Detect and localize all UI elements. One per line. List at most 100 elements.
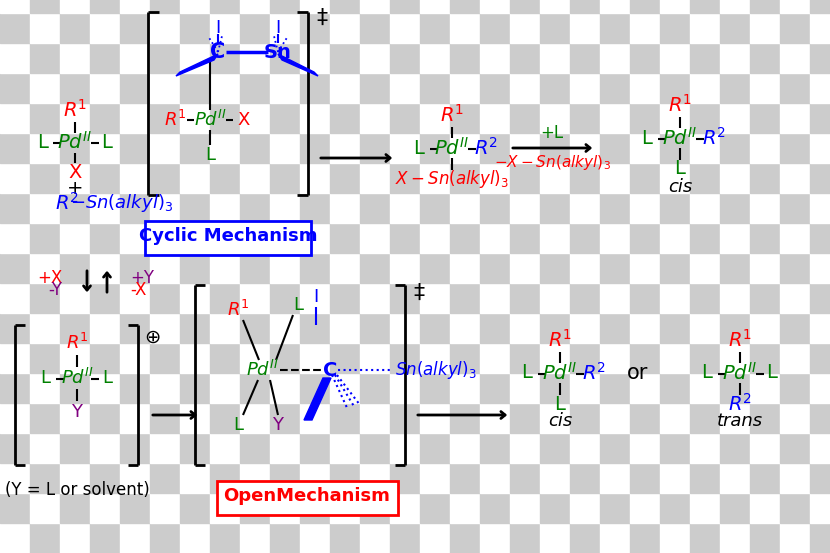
Bar [390,0,420,13]
Bar [570,73,600,103]
Bar [330,133,360,163]
Bar [360,133,390,163]
Bar [720,343,750,373]
Bar [780,193,810,223]
Bar [390,403,420,433]
Bar [570,43,600,73]
Text: cis: cis [668,178,692,196]
Bar [480,43,510,73]
Bar [600,133,630,163]
Bar [270,43,300,73]
Bar [360,283,390,313]
Bar [270,523,300,553]
Bar [270,253,300,283]
Bar [120,463,150,493]
Bar [600,253,630,283]
Bar [120,493,150,523]
Bar [630,253,660,283]
Bar [60,43,90,73]
Bar [480,403,510,433]
Bar [330,193,360,223]
Bar [120,43,150,73]
Bar [150,0,180,13]
Bar [540,343,570,373]
Bar [630,313,660,343]
Bar [390,43,420,73]
Bar [30,493,60,523]
Text: $\oplus$: $\oplus$ [144,327,160,347]
Text: $Pd^{II}$: $Pd^{II}$ [246,360,278,380]
Bar [810,373,830,403]
Bar [390,223,420,253]
Bar [90,343,120,373]
Bar [690,133,720,163]
Bar [210,163,240,193]
Text: $Pd^{II}$: $Pd^{II}$ [57,131,93,153]
Bar [750,103,780,133]
Text: -X: -X [130,281,146,299]
Bar [450,43,480,73]
Bar [810,0,830,13]
Bar [120,313,150,343]
Bar [570,133,600,163]
Bar [750,253,780,283]
Bar [780,343,810,373]
Bar [90,463,120,493]
Bar [540,13,570,43]
Text: $Sn(alkyl)_3$: $Sn(alkyl)_3$ [395,359,476,381]
Bar [270,313,300,343]
Text: +L: +L [540,124,564,142]
Bar [660,343,690,373]
Bar [180,343,210,373]
Bar [420,43,450,73]
Bar [630,433,660,463]
Bar [660,103,690,133]
Bar [810,163,830,193]
Bar [540,373,570,403]
Bar [810,343,830,373]
Bar [90,283,120,313]
Bar [90,313,120,343]
Bar [660,493,690,523]
Bar [540,0,570,13]
Bar [60,103,90,133]
Bar [60,253,90,283]
Bar [0,163,30,193]
Bar [60,433,90,463]
Text: L: L [40,369,50,387]
Bar [150,43,180,73]
Bar [480,193,510,223]
Bar [420,523,450,553]
Bar [210,103,240,133]
Bar [540,163,570,193]
Bar [660,193,690,223]
Bar [720,313,750,343]
Bar [330,13,360,43]
Bar [120,433,150,463]
Bar [90,103,120,133]
Bar [750,313,780,343]
Bar [150,283,180,313]
Bar [690,523,720,553]
Bar [330,223,360,253]
Text: +: + [66,179,83,197]
Bar [390,163,420,193]
Bar [720,223,750,253]
Bar [300,373,330,403]
Bar [90,13,120,43]
Bar [360,13,390,43]
Bar [420,253,450,283]
Bar [60,493,90,523]
Bar [90,133,120,163]
Bar [180,523,210,553]
Bar [660,313,690,343]
Text: +X: +X [37,269,62,287]
Bar [480,433,510,463]
Bar [240,13,270,43]
Bar [750,463,780,493]
Bar [390,283,420,313]
Text: trans: trans [717,412,763,430]
Bar [690,343,720,373]
Bar [510,73,540,103]
Bar [150,493,180,523]
